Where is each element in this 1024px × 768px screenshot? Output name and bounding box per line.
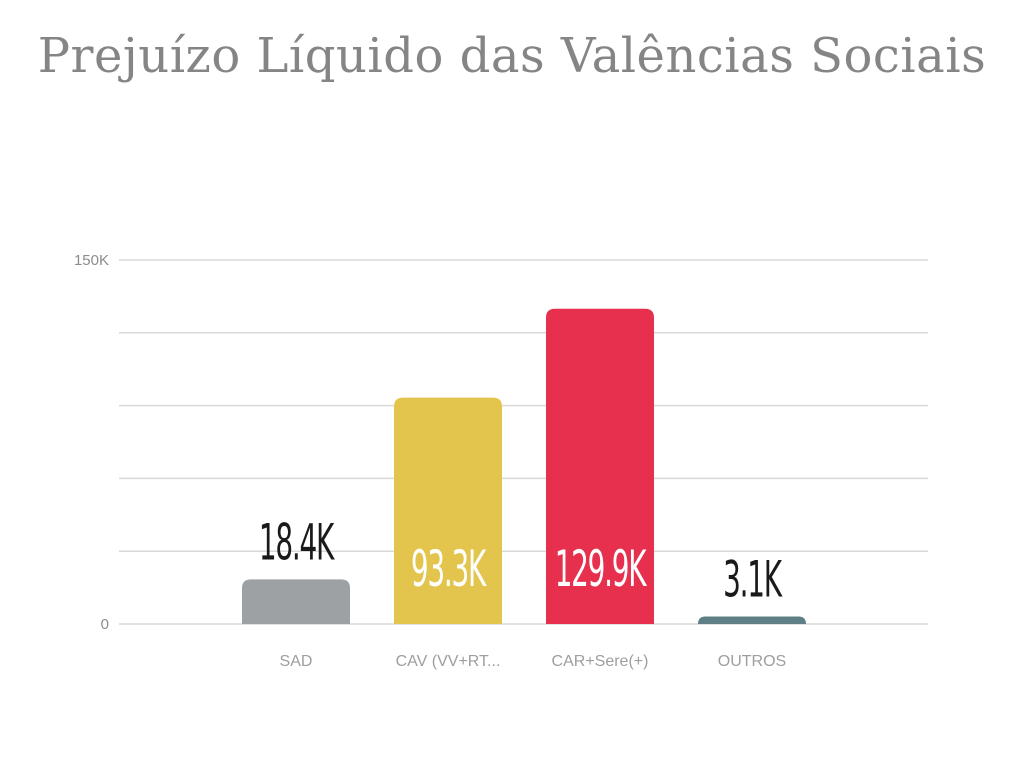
data-label: 93.3K — [411, 539, 487, 598]
data-label: 3.1K — [723, 550, 783, 609]
chart-title: Prejuízo Líquido das Valências Sociais — [37, 28, 987, 84]
data-label: 129.9K — [555, 539, 648, 598]
y-tick-label: 150K — [74, 252, 109, 269]
bar — [546, 308, 654, 624]
category-label: CAR+Sere(+) — [552, 653, 649, 670]
data-label: 18.4K — [259, 512, 335, 571]
category-label: OUTROS — [718, 653, 786, 670]
category-label: CAV (VV+RT... — [396, 653, 501, 670]
y-tick-label: 0 — [101, 616, 109, 633]
bar — [242, 579, 350, 624]
bar — [394, 397, 502, 624]
bar — [698, 616, 806, 624]
category-label: SAD — [280, 653, 313, 670]
